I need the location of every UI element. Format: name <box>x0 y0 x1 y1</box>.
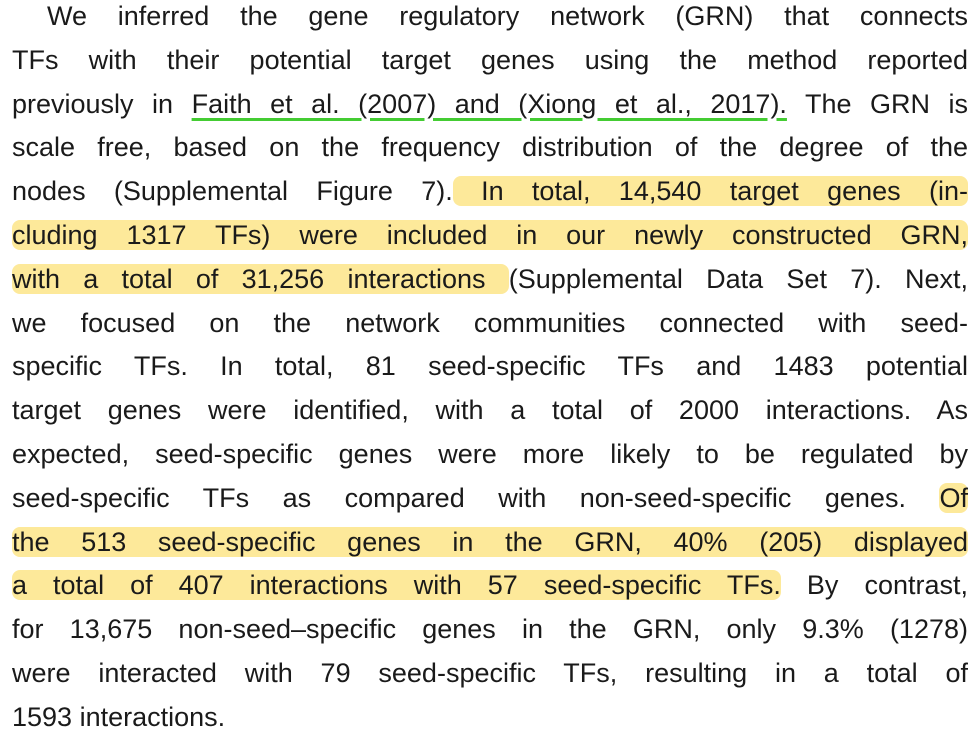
text-line: target genes were identified, with a tot… <box>12 388 968 432</box>
text-span: 1593 interactions. <box>12 701 226 732</box>
text-line: seed-specific TFs as compared with non-s… <box>12 476 968 520</box>
citation-link[interactable]: Faith et al. (2007) and (Xiong et al., 2… <box>191 88 787 119</box>
text-line: specific TFs. In total, 81 seed-specific… <box>12 344 968 388</box>
text-line: cluding 1317 TFs) were included in our n… <box>12 213 968 257</box>
text-span: (Supplemental Data Set 7). Next, <box>508 263 968 294</box>
text-line: the 513 seed-specific genes in the GRN, … <box>12 520 968 564</box>
text-line: 1593 interactions. <box>12 695 968 738</box>
text-span: seed-specific TFs as compared with non-s… <box>12 482 940 513</box>
text-span: expected, seed-specific genes were more … <box>12 439 968 469</box>
text-span: nodes (Supplemental Figure 7). <box>12 176 453 207</box>
text-line: nodes (Supplemental Figure 7). In total,… <box>12 169 968 213</box>
text-line: a total of 407 interactions with 57 seed… <box>12 563 968 607</box>
text-line: previously in Faith et al. (2007) and (X… <box>12 82 968 126</box>
text-span: specific TFs. In total, 81 seed-specific… <box>12 351 968 382</box>
text-span: scale free, based on the frequency distr… <box>12 132 968 163</box>
text-span: for 13,675 non-seed–specific genes in th… <box>12 614 968 645</box>
text-span: We inferred the gene regulatory network … <box>47 1 968 31</box>
text-span: we focused on the network communities co… <box>12 307 968 338</box>
text-line: for 13,675 non-seed–specific genes in th… <box>12 607 968 651</box>
text-span: were interacted with 79 seed-specific TF… <box>12 658 968 688</box>
text-line: we focused on the network communities co… <box>12 301 968 345</box>
text-line: We inferred the gene regulatory network … <box>47 0 968 38</box>
highlighted-text: In total, 14,540 target genes (in- <box>452 176 968 207</box>
highlighted-text: Of <box>939 482 968 513</box>
text-span: target genes were identified, with a tot… <box>12 395 968 426</box>
text-line: with a total of 31,256 interactions (Sup… <box>12 257 968 301</box>
highlighted-text: a total of 407 interactions with 57 seed… <box>12 570 781 601</box>
text-line: TFs with their potential target genes us… <box>12 38 968 82</box>
text-line: scale free, based on the frequency distr… <box>12 125 968 169</box>
highlighted-text: with a total of 31,256 interactions <box>12 263 509 294</box>
highlighted-text: cluding 1317 TFs) were included in our n… <box>12 220 968 250</box>
text-span: The GRN is <box>786 88 968 119</box>
text-line: expected, seed-specific genes were more … <box>12 432 968 476</box>
text-span: By contrast, <box>780 570 968 601</box>
text-line: were interacted with 79 seed-specific TF… <box>12 651 968 695</box>
text-span: previously in <box>12 88 192 119</box>
text-span: TFs with their potential target genes us… <box>12 44 968 75</box>
highlighted-text: the 513 seed-specific genes in the GRN, … <box>12 526 968 557</box>
